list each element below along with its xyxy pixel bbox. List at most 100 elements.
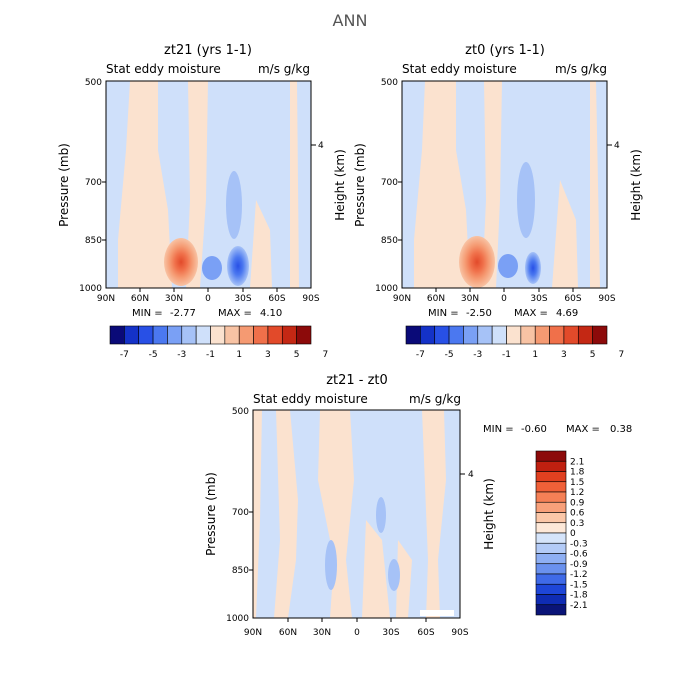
panel-1-moisture-maximum	[164, 238, 198, 286]
panel-3-tick-marks	[249, 473, 465, 622]
panel-2-colorbar-box	[577, 325, 593, 345]
panel-1-title: zt21 (yrs 1-1)	[164, 43, 252, 58]
panel-2-colorbar-box	[549, 325, 565, 345]
panel-1-colorbar-box	[124, 325, 140, 345]
panel-3-colorbar-box	[535, 573, 567, 585]
panel-1-colorbar-label: -3	[177, 350, 186, 360]
panel-2-colorbar-box	[534, 325, 550, 345]
panel-3-xtick-90n: 90N	[244, 628, 262, 638]
panel-3-negative-cell-3	[388, 559, 400, 591]
panel-1-min-label: MIN =	[132, 308, 163, 319]
panel-2: zt0 (yrs 1-1) Stat eddy moisture m/s g/k…	[353, 43, 643, 360]
panel-3-plot-area	[252, 409, 461, 619]
panel-3-colorbar-label: -0.6	[570, 550, 588, 560]
panel-2-subtitle-right: m/s g/kg	[555, 62, 607, 76]
panel-1-colorbar-box	[181, 325, 197, 345]
panel-3-colorbar-label: 2.1	[570, 457, 584, 467]
panel-1-colorbar-box	[152, 325, 168, 345]
panel-2-subtitle-left: Stat eddy moisture	[402, 62, 517, 76]
panel-1-xtick-60s: 60S	[268, 294, 285, 304]
panel-1-colorbar-box	[253, 325, 269, 345]
panel-3-xtick-0: 0	[354, 628, 360, 638]
panel-1-colorbar-label: -7	[120, 350, 129, 360]
panel-1-positive-band-south	[250, 200, 272, 288]
panel-2-min-value: -2.50	[466, 308, 492, 319]
panel-3-xtick-60s: 60S	[417, 628, 434, 638]
panel-1-colorbar-label: 3	[265, 350, 271, 360]
panel-1-plot-area	[105, 80, 312, 289]
panel-1-colorbar-box	[296, 325, 312, 345]
panel-1-negative-plume	[226, 171, 242, 239]
panel-1-colorbar-box	[224, 325, 240, 345]
panel-2-min-label: MIN =	[428, 308, 459, 319]
panel-2-colorbar-box	[506, 325, 522, 345]
panel-3-negative-cell-1	[325, 540, 337, 590]
panel-2-colorbar-label: -1	[502, 350, 511, 360]
panel-3-colorbar-box	[535, 491, 567, 503]
panel-3-colorbar-label: -0.9	[570, 560, 588, 570]
panel-3-colorbar-box	[535, 594, 567, 606]
panel-1-xtick-60n: 60N	[131, 294, 149, 304]
panel-3-colorbar-box	[535, 604, 567, 616]
panel-3-ylabel-right: Height (km)	[482, 478, 496, 549]
panel-3-colorbar-box	[535, 501, 567, 513]
panel-1-colorbar-box	[138, 325, 154, 345]
panel-3-colorbar-labels: 2.11.81.51.20.90.60.30-0.3-0.6-0.9-1.2-1…	[570, 457, 588, 611]
panel-3-ytick-850: 850	[232, 566, 249, 576]
panel-1-xtick-30s: 30S	[234, 294, 251, 304]
panel-3-colorbar-label: 0.9	[570, 498, 585, 508]
panel-3-colorbar-box	[535, 512, 567, 524]
panel-2-xtick-0: 0	[501, 294, 507, 304]
panel-2-colorbar-box	[448, 325, 464, 345]
panel-2-colorbar-labels: -7 -5 -3 -1 1 3 5 7	[416, 350, 624, 360]
panel-2-max-label: MAX =	[514, 308, 548, 319]
panel-3-colorbar-box	[535, 481, 567, 493]
panel-2-ylabel-right: Height (km)	[629, 149, 643, 220]
panel-3-subtitle-left: Stat eddy moisture	[253, 392, 368, 406]
panel-2-colorbar-box	[520, 325, 536, 345]
panel-3-colorbar-label: 0	[570, 529, 576, 539]
panel-3-colorbar-box	[535, 583, 567, 595]
panel-1-ytick-1000: 1000	[79, 284, 102, 294]
panel-2-max-value: 4.69	[556, 308, 578, 319]
panel-2-positive-band-equator	[482, 81, 502, 288]
panel-3-min-value: -0.60	[521, 424, 547, 435]
panel-2-colorbar-box	[463, 325, 479, 345]
panel-3-colorbar-label: -1.8	[570, 591, 588, 601]
panel-2-colorbar-box	[434, 325, 450, 345]
panel-3-title: zt21 - zt0	[326, 373, 388, 388]
panel-2-positive-band-north	[414, 81, 470, 288]
panel-3-colorbar-box	[535, 460, 567, 472]
panel-3-positive-strip-3	[318, 410, 354, 618]
panel-2-colorbar-box	[491, 325, 507, 345]
figure-title: ANN	[333, 11, 368, 30]
panel-2-ytick-850: 850	[381, 236, 398, 246]
panel-2-xtick-60s: 60S	[564, 294, 581, 304]
panel-3-right-tick-4: 4	[468, 470, 474, 480]
panel-2-ytick-1000: 1000	[375, 284, 398, 294]
panel-3-min-label: MIN =	[483, 424, 514, 435]
panel-1-colorbar-box	[195, 325, 211, 345]
panel-1-colorbar-box	[267, 325, 283, 345]
panel-1-colorbar-label: -5	[149, 350, 158, 360]
panel-3-colorbar-label: 0.3	[570, 519, 584, 529]
panel-2-xtick-30s: 30S	[530, 294, 547, 304]
panel-1-xtick-30n: 30N	[165, 294, 183, 304]
panel-3-colorbar-label: 1.5	[570, 478, 584, 488]
panel-3-colorbar-label: -1.5	[570, 580, 588, 590]
panel-1-ytick-700: 700	[85, 178, 102, 188]
panel-1-colorbar-box	[281, 325, 297, 345]
panel-1-colorbar-box	[238, 325, 254, 345]
panel-1-positive-sliver	[290, 81, 299, 288]
panel-3-ytick-500: 500	[232, 407, 249, 417]
panel-2-colorbar-label: 1	[532, 350, 538, 360]
panel-1-max-value: 4.10	[260, 308, 282, 319]
panel-1-tick-marks	[102, 144, 316, 292]
panel-3-colorbar-box	[535, 542, 567, 554]
panel-3-xtick-30s: 30S	[382, 628, 399, 638]
panel-1-xtick-90n: 90N	[97, 294, 115, 304]
panel-3-colorbar-box	[535, 532, 567, 544]
panel-2-colorbar-label: 7	[618, 350, 624, 360]
panel-1-colorbar-label: 7	[322, 350, 328, 360]
panel-3-colorbar-label: 1.2	[570, 488, 584, 498]
